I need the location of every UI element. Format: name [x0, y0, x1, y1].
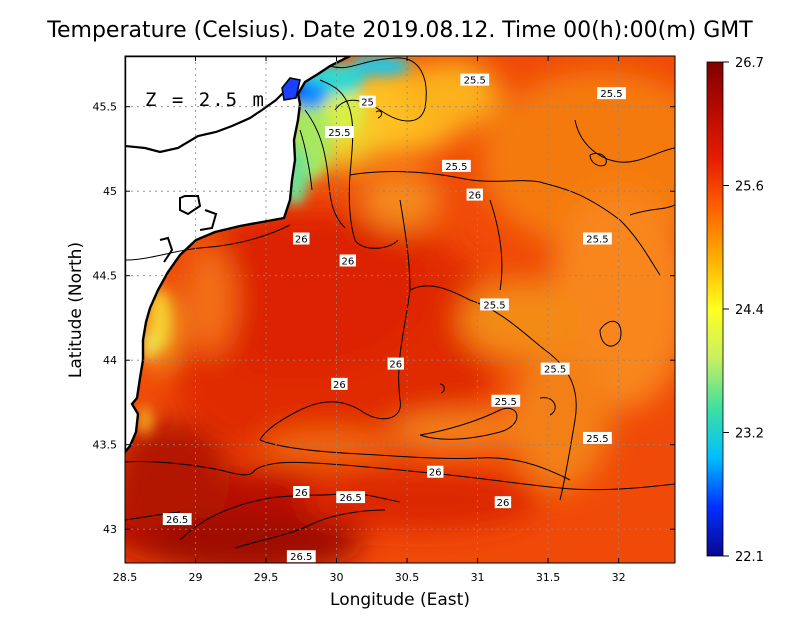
contour-label: 26 [387, 357, 404, 371]
svg-text:26: 26 [468, 191, 481, 202]
x-axis-label: Longitude (East) [330, 590, 470, 610]
y-tick-label: 45 [103, 185, 117, 198]
depth-label: Z = 2.5 m [145, 89, 266, 111]
contour-label: 25.5 [324, 126, 354, 139]
svg-text:26: 26 [389, 360, 402, 371]
x-tick-label: 29 [189, 571, 203, 584]
contour-label: 26 [339, 254, 357, 267]
contour-label: 25.5 [480, 298, 509, 311]
svg-text:25.5: 25.5 [586, 235, 608, 246]
contour-label: 26 [293, 232, 310, 246]
contour-label: 26 [494, 496, 512, 509]
svg-text:25.5: 25.5 [464, 76, 486, 87]
contour-label: 26.5 [336, 491, 366, 504]
svg-text:26.5: 26.5 [166, 515, 188, 526]
contour-label: 25.5 [597, 87, 626, 100]
contour-label: 25.5 [540, 362, 570, 376]
svg-text:26: 26 [429, 468, 442, 479]
colorbar [706, 61, 724, 557]
colorbar-tick-label: 22.1 [735, 550, 764, 565]
x-tick-label: 32 [612, 571, 626, 584]
contour-label: 25.5 [583, 431, 612, 445]
contour-label: 26.5 [286, 550, 316, 563]
contour-label: 26 [466, 188, 483, 202]
contour-label: 26.5 [162, 513, 192, 526]
x-tick-label: 30.5 [395, 571, 420, 584]
contour-label: 25.5 [442, 159, 471, 173]
y-tick-label: 43 [103, 523, 117, 536]
colorbar-labels: 26.7 25.6 24.4 23.2 22.1 [723, 56, 764, 565]
svg-text:25: 25 [361, 98, 374, 109]
svg-text:26.5: 26.5 [340, 493, 362, 504]
colorbar-tick-label: 26.7 [735, 56, 764, 71]
contour-label: 25.5 [583, 232, 612, 246]
x-tick-label: 31 [471, 571, 485, 584]
x-tick-label: 29.5 [254, 571, 279, 584]
contour-label: 26 [293, 486, 310, 499]
svg-text:25.5: 25.5 [483, 300, 505, 311]
svg-text:25.5: 25.5 [544, 365, 566, 376]
y-tick-label: 43.5 [93, 439, 118, 452]
x-tick-label: 30 [330, 571, 344, 584]
colorbar-tick-label: 24.4 [735, 303, 764, 318]
contour-label: 25 [359, 95, 376, 109]
svg-text:26: 26 [341, 256, 354, 267]
svg-text:25.5: 25.5 [586, 434, 608, 445]
y-axis-label: Latitude (North) [66, 241, 86, 379]
y-tick-label: 44.5 [93, 270, 118, 283]
svg-text:25.5: 25.5 [445, 162, 467, 173]
x-tick-label: 31.5 [536, 571, 561, 584]
y-tick-label: 44 [103, 354, 117, 367]
contour-label: 25.5 [491, 394, 521, 408]
land-mass [125, 56, 351, 454]
contour-labels: 25.5 25.5 25 25.5 25.5 26 26 26 25.5 25.5 26 25.5 26… [162, 73, 626, 563]
y-axis-ticks: 43 43.5 44 44.5 45 45.5 [93, 101, 675, 536]
contour-label: 26 [427, 465, 444, 479]
svg-text:26: 26 [333, 380, 346, 391]
contour-label: 26 [331, 377, 348, 391]
svg-text:25.5: 25.5 [328, 128, 350, 139]
svg-text:25.5: 25.5 [600, 89, 622, 100]
x-tick-label: 28.5 [113, 571, 138, 584]
plot-frame [124, 55, 676, 564]
svg-text:26.5: 26.5 [290, 552, 312, 563]
svg-text:26: 26 [295, 235, 308, 246]
colorbar-tick-label: 23.2 [735, 427, 764, 442]
x-axis-ticks: 28.5 29 29.5 30 30.5 31 31.5 32 [113, 56, 626, 584]
colorbar-tick-label: 25.6 [735, 180, 764, 195]
contour-label: 25.5 [460, 73, 490, 87]
map-gridlines [125, 56, 675, 563]
svg-text:26: 26 [295, 488, 308, 499]
y-tick-label: 45.5 [93, 101, 118, 114]
temperature-field [125, 56, 675, 563]
map-title: Temperature (Celsius). Date 2019.08.12. … [47, 18, 753, 43]
svg-text:25.5: 25.5 [495, 397, 517, 408]
svg-text:26: 26 [497, 498, 510, 509]
